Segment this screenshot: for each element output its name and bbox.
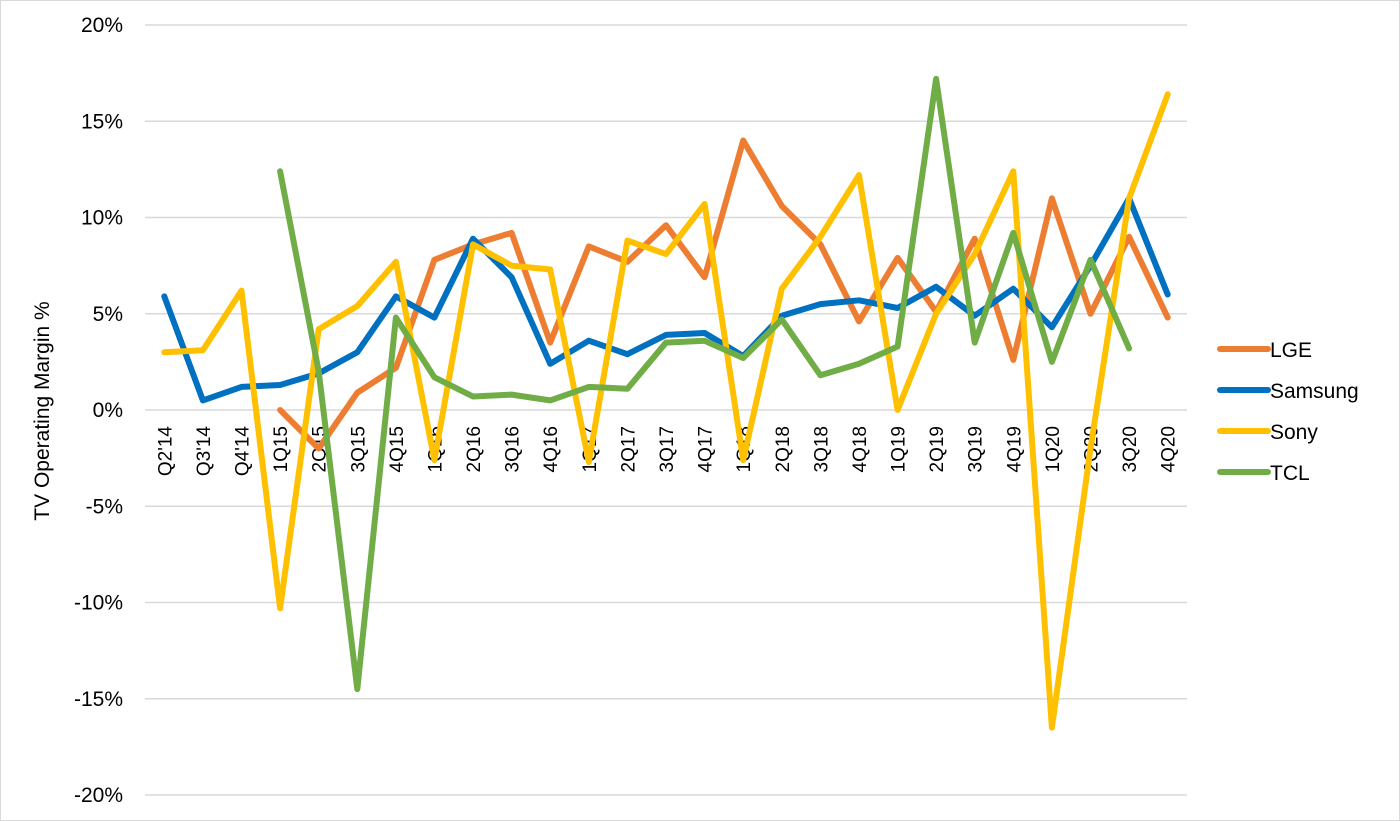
x-tick-label: 2Q18 xyxy=(773,426,794,472)
x-tick-label: 3Q15 xyxy=(348,426,369,472)
x-tick-label: 4Q17 xyxy=(696,426,717,472)
y-tick-label: 15% xyxy=(81,110,123,133)
series-line-sony xyxy=(161,91,1171,731)
x-tick-label: 3Q16 xyxy=(503,426,524,472)
y-axis-title: TV Operating Margin % xyxy=(31,301,54,520)
x-tick-label: 3Q18 xyxy=(811,426,832,472)
x-tick-label: 4Q16 xyxy=(541,426,562,472)
legend-label: LGE xyxy=(1270,339,1312,362)
legend: LGE Samsung Sony TCL xyxy=(1217,339,1359,485)
x-tick-label: 3Q19 xyxy=(966,426,987,472)
y-tick-label: -15% xyxy=(74,688,123,711)
x-tick-label: Q2'14 xyxy=(155,426,176,477)
y-tick-label: -20% xyxy=(74,784,123,807)
y-axis-ticks: 20% 15% 10% 5% 0% -5% -10% -15% -20% xyxy=(74,14,123,807)
series-line-samsung xyxy=(161,195,1171,404)
y-tick-label: -5% xyxy=(86,495,123,518)
x-tick-label: 1Q19 xyxy=(889,426,910,472)
x-tick-label: 2Q16 xyxy=(464,426,485,472)
x-axis-ticks: Q2'14 Q3'14 Q4'14 1Q15 2Q15 3Q15 4Q15 1Q16 2Q16 3… xyxy=(155,426,1179,477)
x-tick-label: 2Q17 xyxy=(618,426,639,472)
y-tick-label: 10% xyxy=(81,207,123,230)
legend-label: TCL xyxy=(1270,462,1310,485)
series-lines xyxy=(161,75,1171,731)
x-tick-label: Q3'14 xyxy=(194,426,215,477)
series-line-tcl xyxy=(277,75,1133,693)
x-tick-label: 4Q20 xyxy=(1159,426,1180,472)
x-tick-label: 4Q19 xyxy=(1004,426,1025,472)
x-tick-label: 3Q20 xyxy=(1120,426,1141,472)
x-tick-label: 1Q15 xyxy=(271,426,292,472)
x-tick-label: 2Q19 xyxy=(927,426,948,472)
x-tick-label: 4Q18 xyxy=(850,426,871,472)
y-tick-label: 5% xyxy=(93,303,123,326)
x-tick-label: Q4'14 xyxy=(232,426,253,477)
legend-label: Samsung xyxy=(1270,380,1359,403)
y-tick-label: 20% xyxy=(81,14,123,37)
gridlines xyxy=(145,24,1187,796)
x-tick-label: 4Q15 xyxy=(387,426,408,472)
x-tick-label: 3Q17 xyxy=(657,426,678,472)
x-tick-label: 1Q20 xyxy=(1043,426,1064,472)
y-tick-label: 0% xyxy=(93,399,123,422)
y-tick-label: -10% xyxy=(74,592,123,615)
legend-label: Sony xyxy=(1270,421,1318,444)
series-line-lge xyxy=(277,137,1171,452)
